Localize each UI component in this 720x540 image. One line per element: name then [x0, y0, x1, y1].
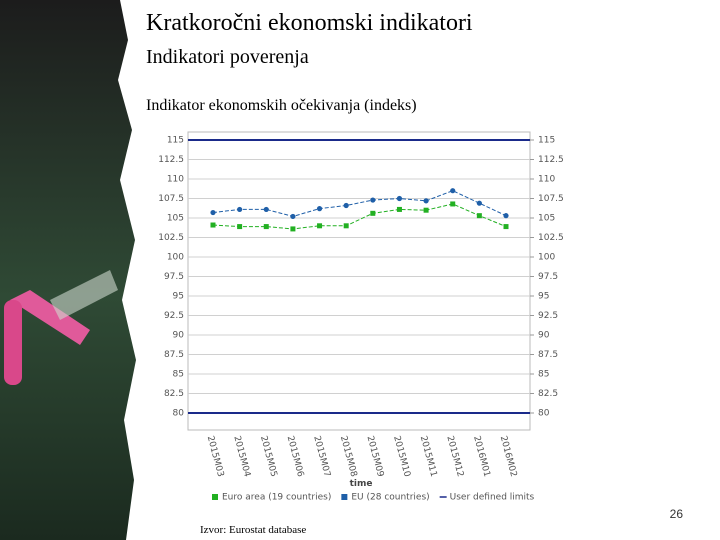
point — [476, 213, 482, 219]
x-axis-label: time — [350, 479, 373, 489]
legend-label: EU (28 countries) — [351, 493, 429, 503]
y-tick-label: 87.5 — [164, 350, 184, 360]
y-tick-label: 97.5 — [164, 272, 184, 282]
plot-area — [187, 131, 531, 431]
y2-tick-label: 82.5 — [538, 389, 558, 399]
point — [210, 222, 216, 228]
chart: 80 82.5 85 87.5 90 92.5 95 97.5 100 102.5 105 107.5… — [158, 136, 564, 503]
point — [450, 188, 456, 194]
y-tick-label: 92.5 — [164, 311, 184, 321]
y-tick-label: 107.5 — [158, 194, 184, 204]
point — [503, 224, 509, 230]
y-tick-label: 80 — [173, 409, 185, 419]
y2-tick-label: 100 — [538, 253, 555, 263]
point — [317, 223, 323, 229]
y-tick-label: 115 — [167, 136, 184, 146]
point — [290, 226, 296, 232]
y2-tick-label: 95 — [538, 292, 549, 302]
y2-tick-label: 110 — [538, 175, 555, 185]
y-tick-label: 102.5 — [158, 233, 184, 243]
legend-label: Euro area (19 countries) — [222, 493, 331, 503]
page-number: 26 — [670, 507, 684, 521]
y2-tick-label: 115 — [538, 136, 555, 146]
y2-tick-label: 92.5 — [538, 311, 558, 321]
point — [237, 224, 243, 230]
chalkboard — [0, 0, 136, 540]
chalk — [10, 290, 90, 345]
chalk — [4, 300, 22, 385]
legend-swatch — [341, 494, 348, 500]
point — [263, 206, 269, 213]
y-tick-label: 95 — [173, 292, 184, 302]
y-tick-label: 100 — [167, 253, 184, 263]
point — [210, 209, 216, 216]
point — [316, 206, 323, 212]
series-line — [212, 203, 507, 230]
point — [370, 197, 376, 203]
point — [423, 198, 429, 204]
y2-tick-label: 85 — [538, 370, 549, 380]
y-tick-label: 105 — [167, 214, 184, 224]
chart-title: Indikator ekonomskih očekivanja (indeks) — [146, 97, 417, 114]
y2-tick-label: 112.5 — [538, 155, 564, 165]
y2-tick-label: 105 — [538, 214, 555, 224]
legend-label: User defined limits — [450, 493, 535, 503]
series-line — [212, 190, 507, 217]
point — [450, 201, 456, 207]
point — [343, 202, 349, 209]
source: Izvor: Eurostat database — [200, 524, 306, 536]
y-tick-label: 110 — [167, 175, 184, 185]
point — [503, 213, 509, 219]
point — [263, 224, 269, 230]
y2-tick-label: 97.5 — [538, 272, 558, 282]
y2-tick-label: 87.5 — [538, 350, 558, 360]
y-tick-label: 82.5 — [164, 389, 184, 399]
y-tick-label: 90 — [173, 331, 185, 341]
point — [396, 195, 403, 202]
chalk-mark — [50, 270, 118, 320]
point — [290, 213, 296, 220]
y2-tick-label: 107.5 — [538, 194, 564, 204]
y-tick-label: 85 — [173, 370, 184, 380]
y2-tick-label: 102.5 — [538, 233, 564, 243]
point — [396, 206, 402, 212]
point — [370, 210, 376, 216]
point — [476, 200, 482, 206]
y-tick-label: 112.5 — [158, 155, 184, 165]
point — [237, 206, 243, 213]
y2-tick-label: 90 — [538, 331, 550, 341]
slide-subtitle: Indikatori poverenja — [146, 46, 309, 68]
y2-tick-label: 80 — [538, 409, 550, 419]
legend-swatch — [212, 494, 218, 500]
slide-title: Kratkoročni ekonomski indikatori — [146, 10, 473, 36]
point — [423, 207, 429, 213]
point — [343, 223, 349, 229]
